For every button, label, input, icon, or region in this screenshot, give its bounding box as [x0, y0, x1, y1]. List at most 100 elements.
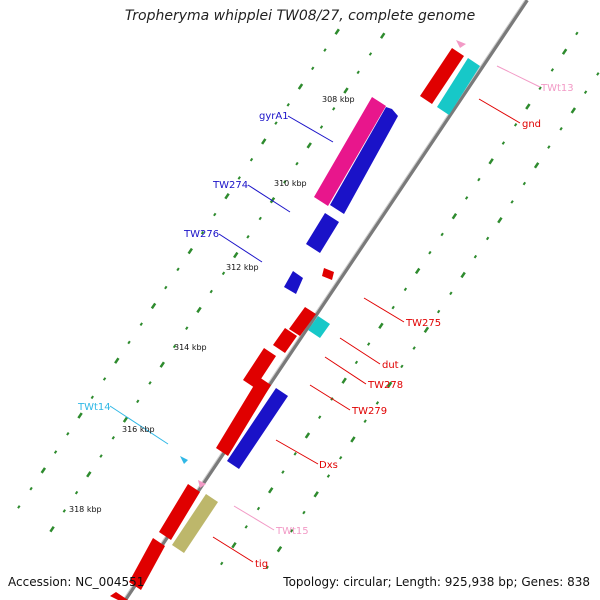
- gc-dot: [538, 86, 542, 91]
- tick-label: 310 kbp: [274, 179, 307, 188]
- gc-dot: [220, 561, 224, 566]
- gc-dot: [261, 138, 267, 145]
- gene-block-gyra1-blue: [330, 107, 398, 214]
- gc-dot: [550, 68, 555, 72]
- accession-text: Accession: NC_004551: [8, 575, 145, 589]
- gc-dot: [412, 346, 416, 350]
- gc-dot: [249, 157, 254, 162]
- gc-dot: [172, 344, 177, 349]
- gene-label-twt14: TWt14: [77, 402, 111, 413]
- gene-labels: TWt13 gnd gyrA1 TW274 TW276 TW275 dut TW…: [77, 83, 574, 570]
- gc-dot: [164, 285, 168, 290]
- gc-dot: [276, 545, 283, 553]
- gc-dot: [139, 322, 143, 326]
- gc-dot: [485, 236, 490, 241]
- gc-dot: [339, 455, 343, 460]
- tick-label: 318 kbp: [69, 505, 102, 514]
- gene-arrow-tw275: [322, 268, 334, 280]
- gc-dot: [53, 450, 58, 454]
- gc-dot: [501, 141, 506, 145]
- gc-dot: [547, 145, 551, 149]
- gc-dot: [414, 267, 421, 275]
- gc-dot: [363, 419, 367, 424]
- gene-label-tw278: TW278: [367, 380, 403, 391]
- gc-dot: [497, 216, 503, 224]
- gene-block-lower-red: [129, 538, 165, 590]
- gc-dot: [319, 125, 324, 129]
- gc-dot: [297, 83, 304, 90]
- gene-label-tig: tig: [255, 559, 268, 570]
- gc-dot: [233, 251, 239, 259]
- gc-dot: [102, 377, 107, 381]
- gene-block-tw274: [306, 213, 339, 253]
- gc-dot: [86, 471, 92, 478]
- gc-dot: [209, 289, 213, 294]
- gc-dot: [386, 381, 393, 388]
- gc-dot: [29, 486, 33, 491]
- gene-block-tw278: [273, 328, 297, 353]
- gc-dot: [334, 28, 340, 35]
- gc-dot: [99, 454, 103, 458]
- gc-dot: [185, 326, 189, 330]
- tick-label: 308 kbp: [322, 95, 355, 104]
- gc-dot: [473, 254, 478, 259]
- gc-dot: [237, 176, 241, 180]
- gc-dot: [290, 529, 294, 533]
- gc-dot: [570, 107, 577, 114]
- gc-dot: [367, 342, 371, 346]
- gene-label-gnd: gnd: [522, 119, 541, 130]
- gc-dot: [318, 415, 322, 420]
- gc-dot: [304, 432, 311, 439]
- tick-label: 314 kbp: [174, 343, 207, 352]
- gc-dot: [379, 32, 386, 39]
- gc-dot: [522, 181, 527, 186]
- gc-dot: [451, 212, 458, 220]
- genome-info-text: Topology: circular; Length: 925,938 bp; …: [283, 575, 590, 589]
- map-title: Tropheryma whipplei TW08/27, complete ge…: [124, 8, 476, 24]
- gc-dot: [302, 510, 306, 515]
- gc-dot: [449, 291, 453, 296]
- gc-dot: [267, 487, 274, 494]
- gc-dot: [258, 216, 262, 221]
- gc-dot: [281, 470, 285, 474]
- gc-dot: [283, 180, 287, 184]
- gc-dot: [49, 526, 55, 533]
- gc-dot: [423, 326, 430, 334]
- gc-dot: [213, 212, 217, 217]
- gc-dot: [274, 121, 278, 125]
- gc-dot: [375, 401, 380, 405]
- gc-dot: [114, 357, 120, 364]
- gc-dot: [127, 340, 131, 345]
- gc-dot: [400, 364, 404, 369]
- gc-dot: [510, 200, 514, 204]
- gene-label-dxs: Dxs: [319, 460, 338, 471]
- gc-dot: [378, 322, 384, 330]
- gene-block-gyra1-pink: [314, 97, 386, 206]
- gc-dot: [596, 72, 600, 76]
- gc-dot: [176, 267, 180, 272]
- gene-label-tw276: TW276: [183, 229, 219, 240]
- gc-dot: [196, 306, 202, 314]
- tick-label: 312 kbp: [226, 263, 259, 272]
- gc-dot: [403, 287, 408, 292]
- gene-label-tw279: TW279: [351, 406, 387, 417]
- gene-arrow-tw276: [284, 271, 303, 294]
- label-leader-lines: [109, 65, 541, 563]
- gc-dot: [436, 309, 441, 314]
- gene-block-cyan-small: [308, 316, 330, 338]
- gene-label-gyra1: gyrA1: [259, 111, 289, 122]
- reverse-strand-features: [180, 40, 466, 488]
- gc-dot: [221, 271, 226, 276]
- gc-dot: [464, 196, 469, 200]
- gc-dot: [265, 565, 269, 570]
- gene-label-dut: dut: [382, 360, 399, 371]
- gc-dot: [231, 541, 237, 549]
- gene-block-dxs-blue: [227, 388, 288, 469]
- gc-dot: [286, 103, 290, 107]
- gc-dot: [187, 247, 193, 255]
- gc-dot: [159, 361, 165, 368]
- gene-label-tw275: TW275: [405, 318, 441, 329]
- gc-dot: [122, 416, 129, 423]
- gc-dot: [150, 302, 157, 310]
